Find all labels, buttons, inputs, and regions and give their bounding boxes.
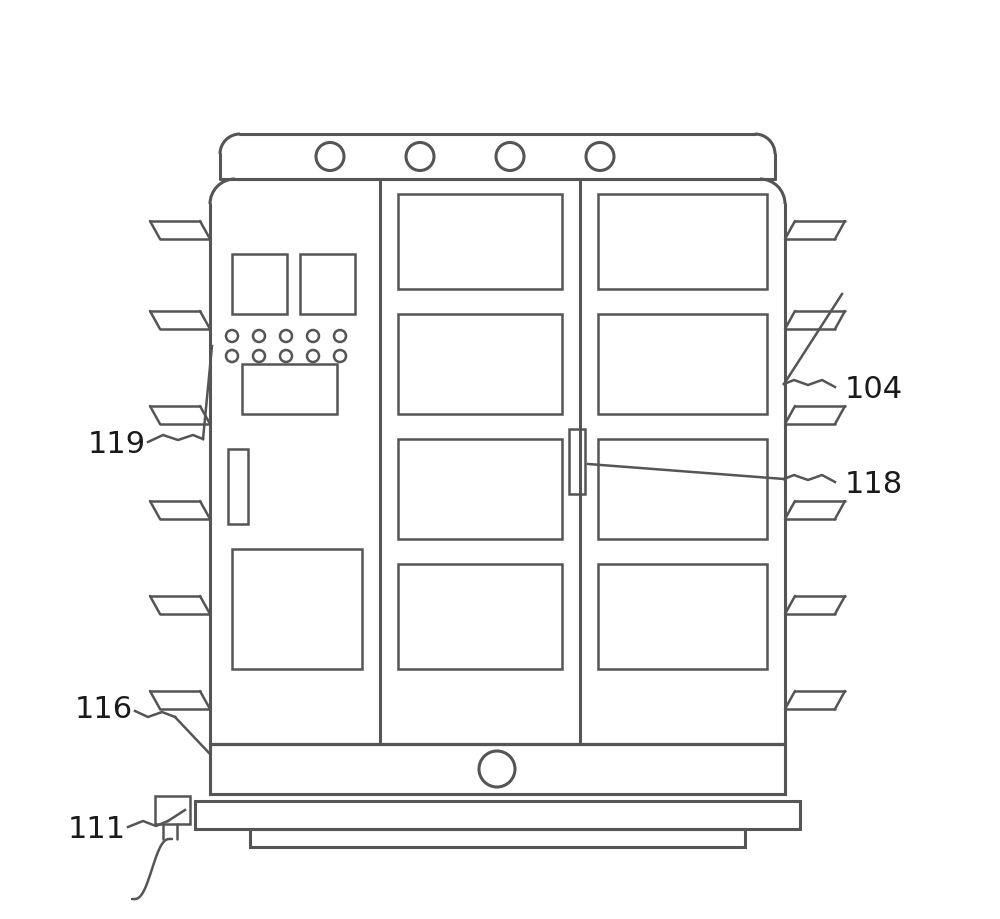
Bar (398, 564, 562, 669)
Bar (155, 796, 190, 824)
Text: 118: 118 (845, 470, 903, 499)
Bar (232, 255, 287, 314)
Text: 119: 119 (88, 430, 146, 459)
Text: 104: 104 (845, 375, 903, 404)
Bar (250, 829, 745, 847)
Bar (242, 365, 337, 414)
Bar (210, 744, 785, 794)
Bar (232, 550, 362, 669)
Bar (398, 195, 562, 289)
Bar (598, 564, 767, 669)
Bar (398, 439, 562, 539)
Bar (598, 195, 767, 289)
Bar (195, 801, 800, 829)
Bar (228, 449, 248, 525)
Text: 111: 111 (68, 814, 126, 844)
Bar (598, 314, 767, 414)
Bar (569, 429, 585, 494)
Bar (300, 255, 355, 314)
Bar (598, 439, 767, 539)
Text: 116: 116 (75, 695, 133, 724)
Bar (398, 314, 562, 414)
Bar (210, 744, 785, 794)
